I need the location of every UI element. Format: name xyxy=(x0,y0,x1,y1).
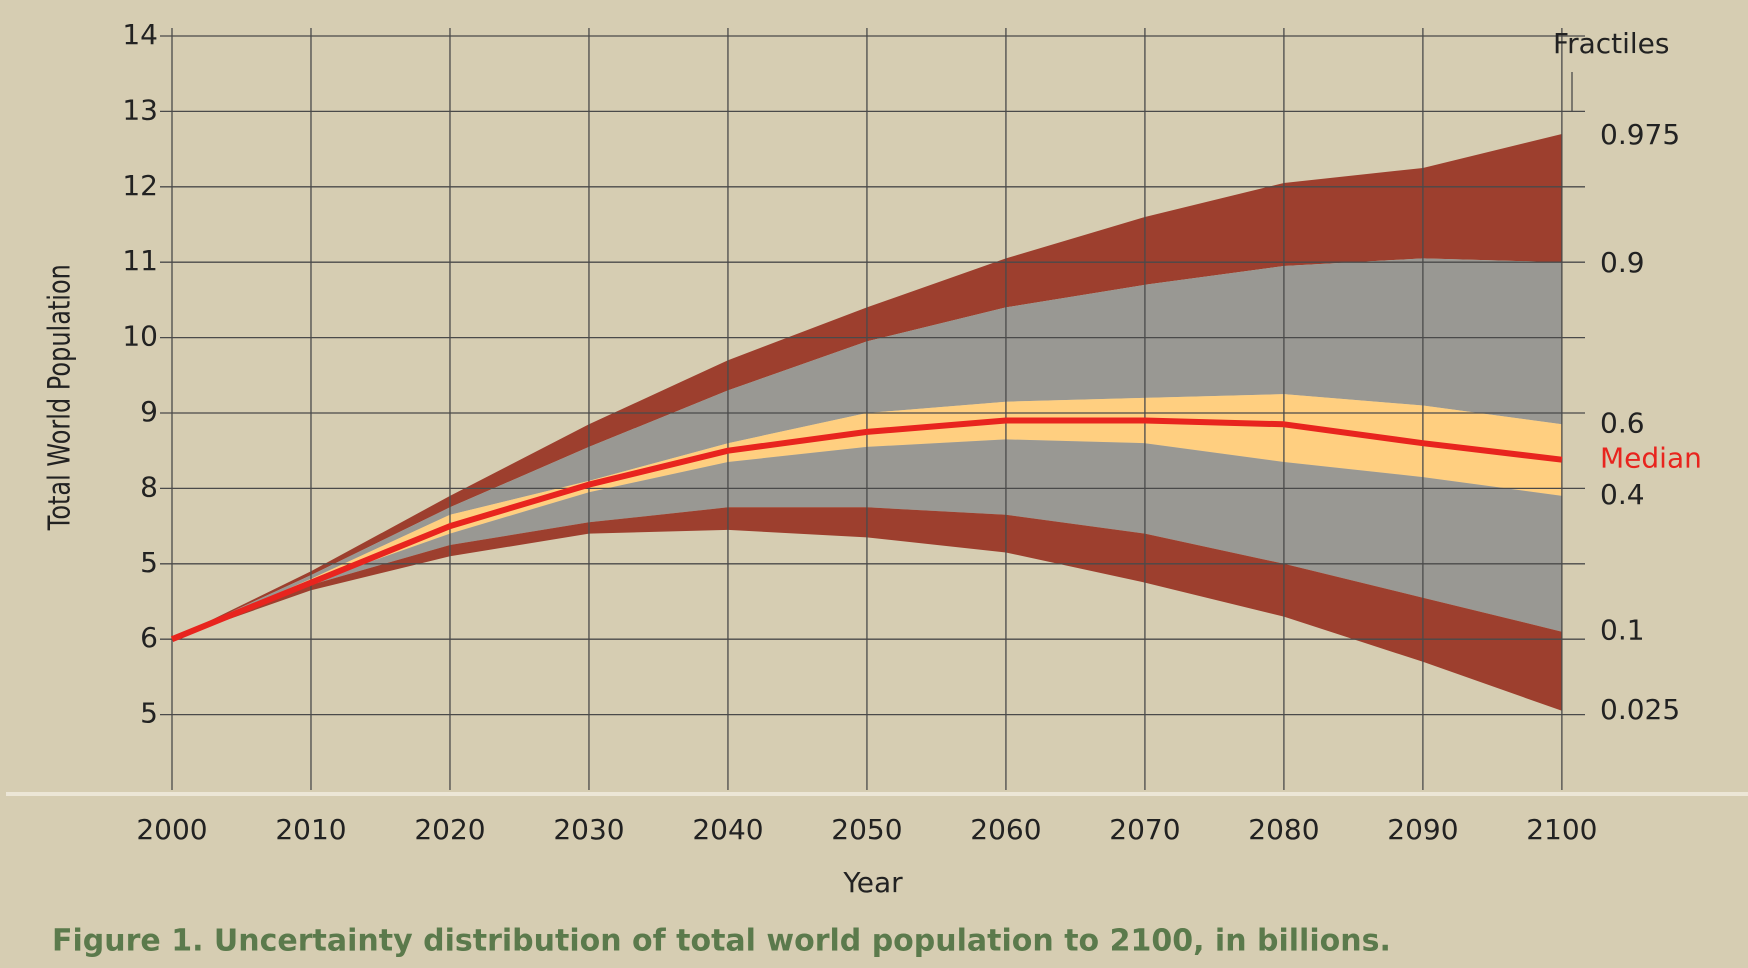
y-axis-label: Total World Population xyxy=(43,264,77,531)
x-axis-label: Year xyxy=(842,866,903,899)
x-tick-label: 2060 xyxy=(970,813,1041,846)
x-tick-label: 2040 xyxy=(692,813,763,846)
plot-area xyxy=(160,28,1585,790)
median-line xyxy=(170,417,1563,642)
series-label: 0.4 xyxy=(1600,478,1645,511)
caption: Figure 1. Uncertainty distribution of to… xyxy=(52,924,1391,959)
y-tick-label: 6 xyxy=(140,621,158,654)
x-tick-label: 2000 xyxy=(136,813,207,846)
y-tick-label: 5 xyxy=(140,697,158,730)
x-tick-label: 2010 xyxy=(275,813,346,846)
series-label: 0.9 xyxy=(1600,246,1645,279)
series-label: 0.6 xyxy=(1600,406,1645,439)
separator xyxy=(6,792,1748,796)
y-tick-label: 5 xyxy=(140,546,158,579)
y-tick-label: 12 xyxy=(122,169,158,202)
y-tick-label: 8 xyxy=(140,470,158,503)
x-tick-label: 2050 xyxy=(831,813,902,846)
y-tick-label: 14 xyxy=(122,18,158,51)
x-tick-label: 2020 xyxy=(414,813,485,846)
y-tick-label: 10 xyxy=(122,320,158,353)
x-tick-label: 2100 xyxy=(1526,813,1597,846)
series-label: 0.025 xyxy=(1600,693,1680,726)
series-label: 0.1 xyxy=(1600,614,1645,647)
fractile-band xyxy=(172,258,1562,640)
x-tick-label: 2070 xyxy=(1109,813,1180,846)
x-tick-label: 2030 xyxy=(553,813,624,846)
fractile-band xyxy=(172,134,1562,640)
x-tick-label: 2090 xyxy=(1387,813,1458,846)
y-tick-label: 9 xyxy=(140,395,158,428)
y-tick-label: 11 xyxy=(122,244,158,277)
series-label: 0.975 xyxy=(1600,118,1680,151)
fractile-band xyxy=(172,439,1562,640)
series-label: Median xyxy=(1600,442,1702,475)
fractile-band xyxy=(172,507,1562,711)
legend-title: Fractiles xyxy=(1553,27,1669,60)
y-tick-label: 13 xyxy=(122,93,158,126)
x-tick-label: 2080 xyxy=(1248,813,1319,846)
